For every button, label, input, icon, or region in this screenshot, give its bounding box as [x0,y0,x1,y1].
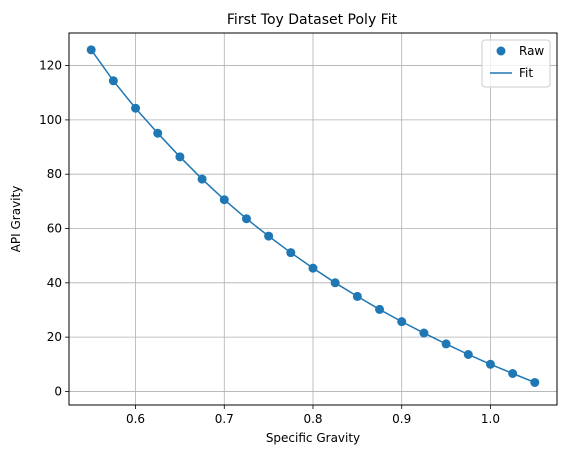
y-tick-label: 100 [39,113,62,127]
y-tick-label: 40 [47,276,62,290]
raw-point [86,45,96,55]
legend-label-fit: Fit [519,66,533,80]
legend-marker-raw [496,46,506,56]
series-raw [86,45,540,387]
legend-label-raw: Raw [519,44,544,58]
raw-point [485,359,495,369]
raw-point [131,103,141,113]
x-tick-label: 0.7 [215,412,234,426]
x-tick-label: 0.6 [126,412,145,426]
raw-point [352,291,362,301]
raw-point [308,263,318,273]
raw-point [397,317,407,327]
y-tick-label: 20 [47,330,62,344]
x-tick-label: 1.0 [481,412,500,426]
raw-point [175,152,185,162]
legend: Raw Fit [481,39,551,88]
y-tick-label: 80 [47,167,62,181]
y-axis: 0 20 40 60 80 100 120 [39,59,69,398]
raw-point [153,128,163,138]
x-tick-label: 0.8 [303,412,322,426]
raw-point [286,248,296,258]
raw-point [264,231,274,241]
raw-point [108,76,118,86]
x-axis: 0.6 0.7 0.8 0.9 1.0 [126,405,500,426]
raw-point [419,328,429,338]
raw-point [241,214,251,224]
grid [69,33,557,405]
raw-point [219,195,229,205]
raw-point [330,278,340,288]
y-tick-label: 60 [47,222,62,236]
x-tick-label: 0.9 [392,412,411,426]
x-axis-label: Specific Gravity [266,431,360,445]
raw-point [375,304,385,314]
raw-point [530,377,540,387]
raw-point [197,174,207,184]
y-tick-label: 120 [39,59,62,73]
y-axis-label: API Gravity [9,186,23,253]
chart-title: First Toy Dataset Poly Fit [227,12,398,28]
raw-point [463,349,473,359]
raw-point [441,339,451,349]
raw-point [508,369,518,379]
y-tick-label: 0 [54,384,62,398]
